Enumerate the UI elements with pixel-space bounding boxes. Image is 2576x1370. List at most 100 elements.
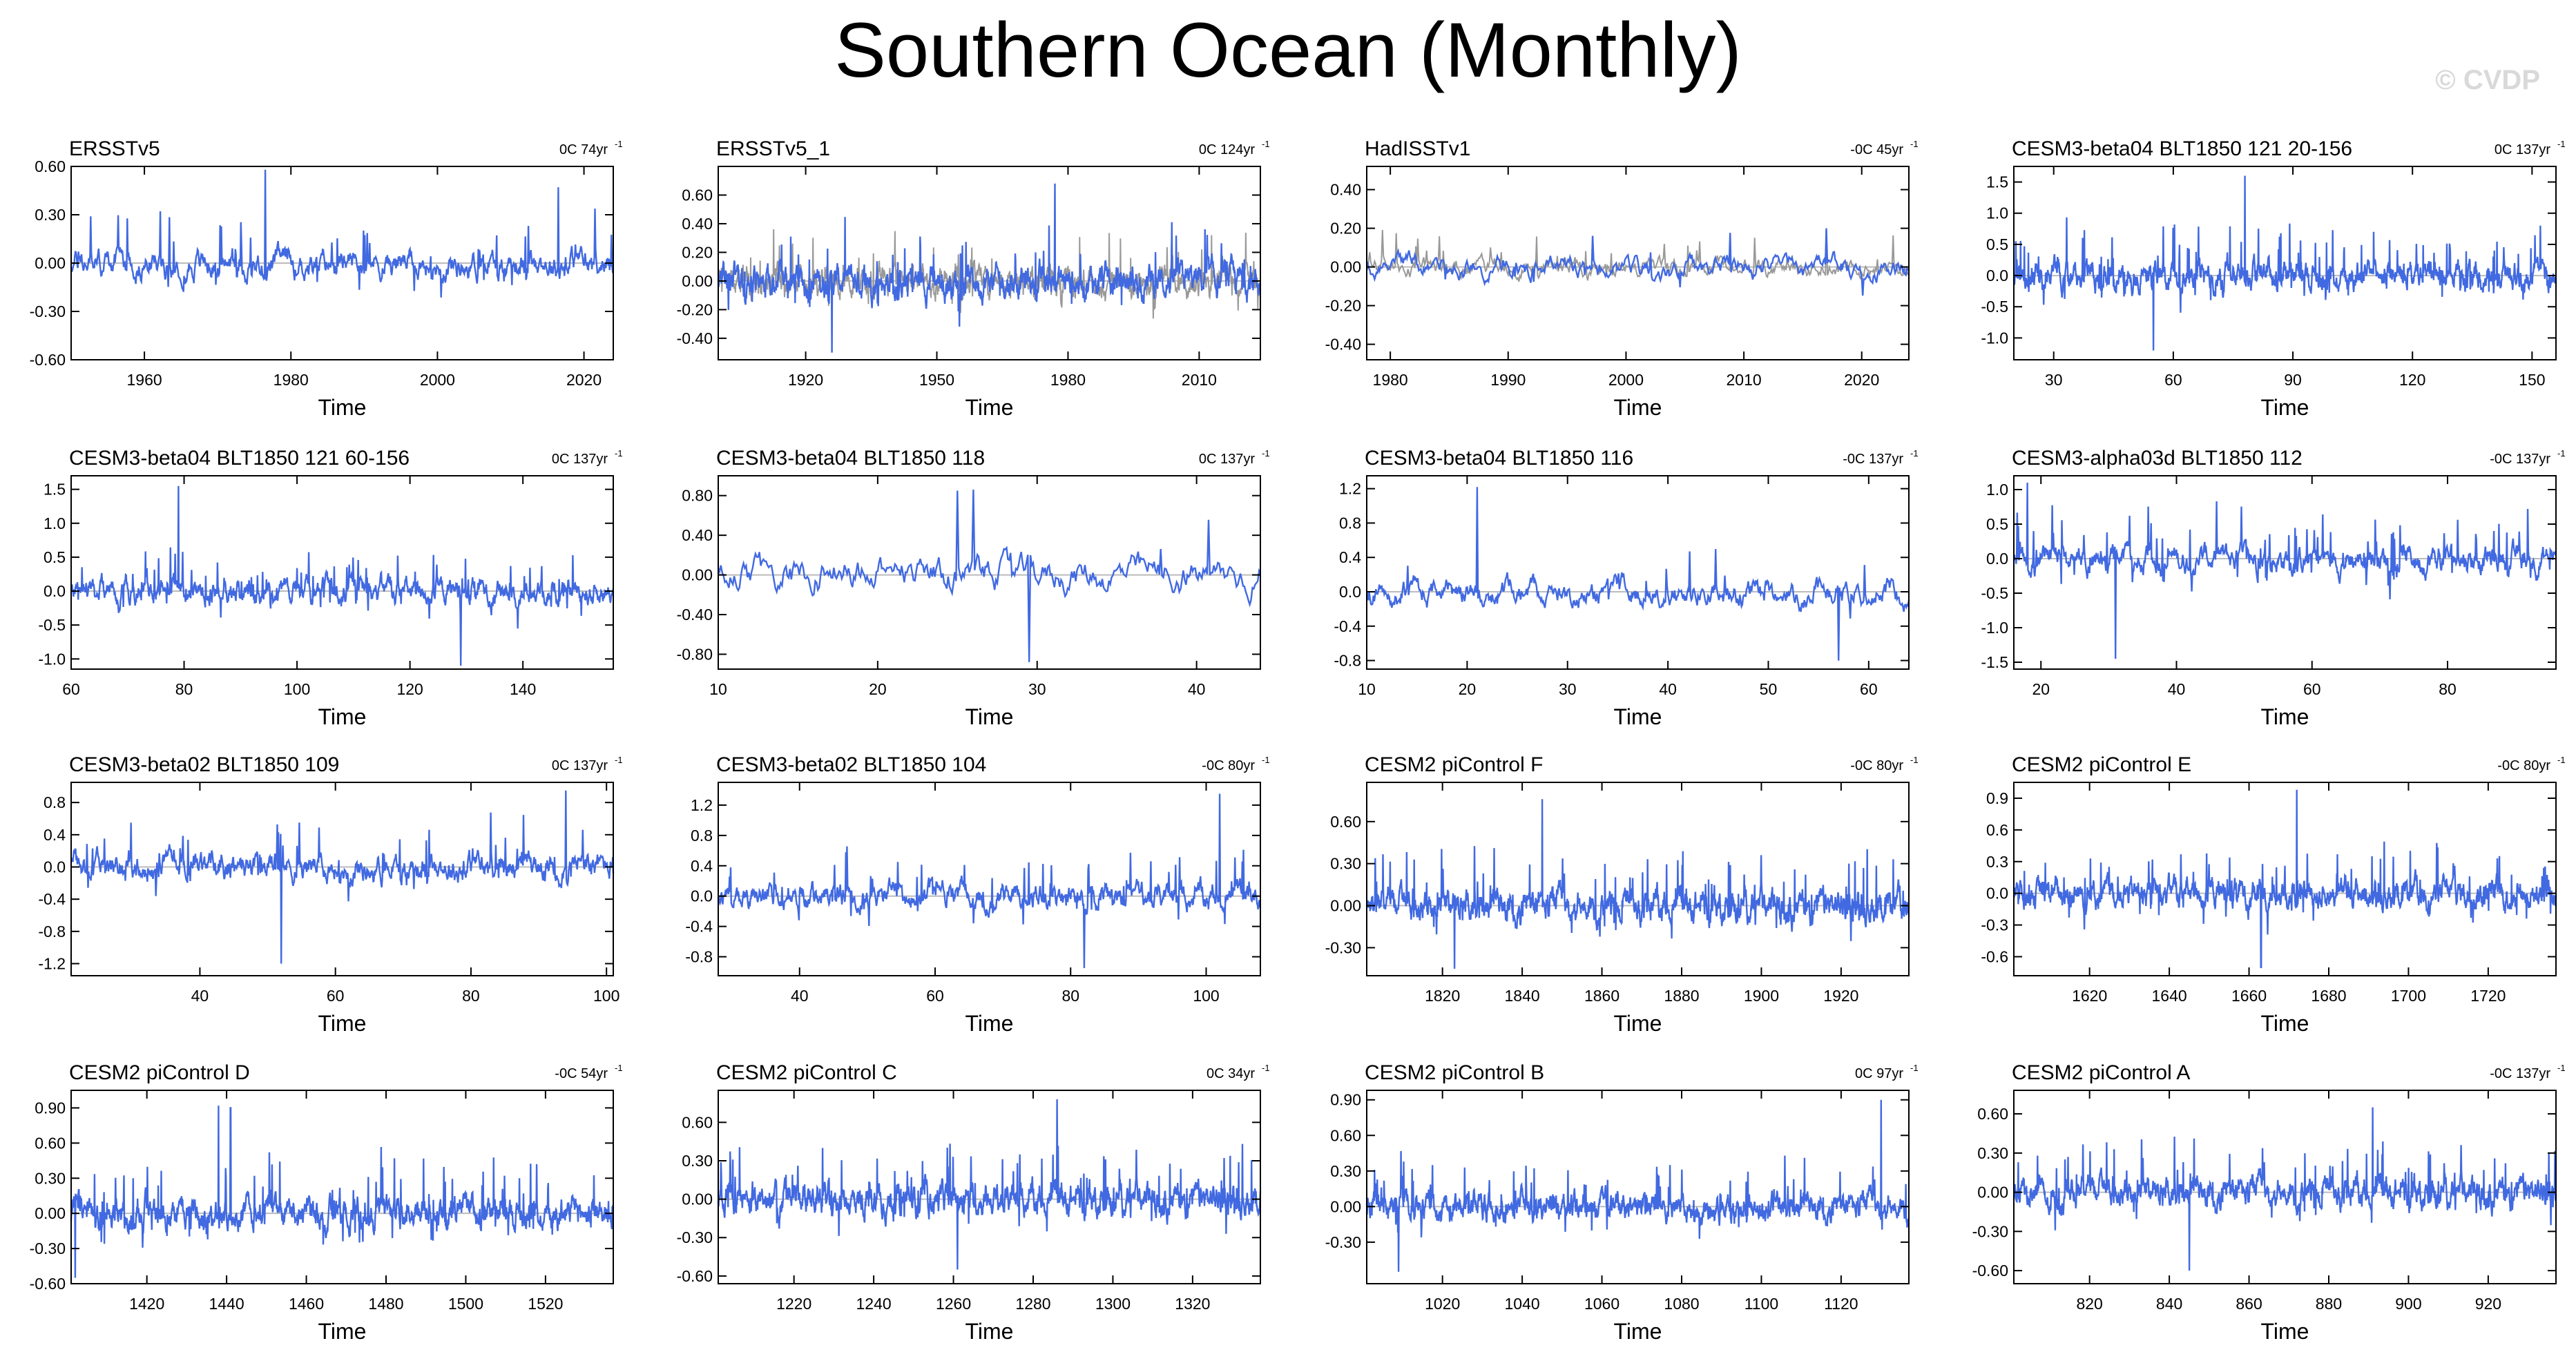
chart-panel: CESM3-beta02 BLT1850 104 -0C 80yr -1 1.2 0.8… — [685, 753, 1269, 1036]
y-tick-label: -1.2 — [38, 955, 66, 973]
x-tick-label: 120 — [2399, 371, 2425, 389]
y-tick-label: 0.5 — [44, 548, 66, 566]
x-tick-label: 60 — [2303, 680, 2321, 698]
y-tick-label: -0.4 — [685, 918, 713, 936]
x-tick-label: 2020 — [566, 371, 602, 389]
y-tick-label: -0.20 — [677, 300, 713, 318]
y-tick-label: 1.2 — [691, 796, 713, 814]
y-tick-label: 0.4 — [44, 826, 66, 844]
trend-exponent: -1 — [1262, 139, 1270, 149]
series-line — [70, 1106, 615, 1278]
plot-frame — [718, 475, 1261, 670]
x-tick-label: 1500 — [448, 1295, 483, 1313]
x-tick-label: 80 — [1061, 987, 1079, 1005]
y-tick-label: 0.30 — [35, 206, 66, 224]
panel-title: CESM3-beta04 BLT1850 118 — [716, 447, 985, 470]
trend-exponent: -1 — [1910, 139, 1919, 149]
x-tick-label: 1920 — [788, 371, 823, 389]
x-tick-label: 20 — [1459, 680, 1477, 698]
y-tick-label: -0.60 — [677, 1267, 713, 1285]
x-tick-label: 30 — [2045, 371, 2063, 389]
y-tick-label: 1.2 — [1339, 480, 1361, 498]
panel-trend: -0C 137yr — [1843, 452, 1903, 467]
y-tick-label: -0.4 — [1334, 617, 1361, 635]
x-tick-label: 90 — [2284, 371, 2302, 389]
panel-trend: 0C 97yr — [1855, 1066, 1903, 1081]
y-tick-label: -0.60 — [1972, 1262, 2008, 1280]
x-tick-label: 1840 — [1505, 987, 1540, 1005]
y-tick-label: -0.30 — [30, 302, 66, 320]
panel-title: CESM2 piControl F — [1365, 753, 1543, 776]
y-tick-label: 1.5 — [44, 481, 66, 499]
series-line — [70, 485, 615, 666]
panel-title: CESM2 piControl A — [2012, 1061, 2190, 1084]
plot-frame — [70, 1090, 614, 1284]
series-line — [2012, 482, 2557, 659]
series-line-obs — [1366, 228, 1910, 282]
trend-exponent: -1 — [615, 755, 623, 765]
y-tick-label: -0.80 — [677, 645, 713, 663]
x-tick-label: 1980 — [273, 371, 309, 389]
x-tick-label: 1440 — [209, 1295, 244, 1313]
x-tick-label: 1100 — [1744, 1295, 1778, 1313]
x-tick-label: 1260 — [936, 1295, 971, 1313]
panel-title: HadISSTv1 — [1365, 137, 1470, 160]
trend-exponent: -1 — [1262, 448, 1270, 459]
plot-frame — [70, 782, 614, 976]
y-tick-label: -0.3 — [1981, 916, 2008, 934]
y-tick-label: 0.00 — [1330, 1197, 1361, 1215]
panel-title: CESM2 piControl C — [716, 1061, 897, 1084]
x-tick-label: 20 — [869, 680, 887, 698]
x-tick-label: 40 — [1659, 680, 1677, 698]
y-tick-label: -0.8 — [38, 923, 66, 940]
y-tick-label: 0.20 — [1330, 220, 1361, 238]
series-line — [70, 169, 614, 298]
x-tick-label: 1960 — [126, 371, 162, 389]
y-tick-label: -1.0 — [1981, 329, 2008, 347]
plot-frame — [718, 166, 1261, 360]
x-tick-label: 30 — [1028, 680, 1046, 698]
x-tick-label: 40 — [1188, 680, 1206, 698]
x-axis-label: Time — [2261, 1011, 2309, 1036]
x-tick-label: 80 — [2439, 680, 2457, 698]
plot-frame — [2013, 1090, 2557, 1284]
panel-title: CESM2 piControl B — [1365, 1061, 1544, 1084]
y-tick-label: 0.30 — [1977, 1144, 2008, 1162]
y-tick-label: -0.30 — [1972, 1222, 2008, 1240]
plot-frame — [1366, 1090, 1910, 1284]
x-tick-label: 1820 — [1425, 987, 1460, 1005]
x-tick-label: 1880 — [1664, 987, 1699, 1005]
trend-exponent: -1 — [1910, 1063, 1919, 1073]
panel-title: CESM3-beta04 BLT1850 121 60-156 — [69, 447, 410, 470]
x-tick-label: 2010 — [1182, 371, 1217, 389]
series-line — [2012, 789, 2557, 968]
chart-panel: CESM3-alpha03d BLT1850 112 -0C 137yr -1 1.0… — [1981, 447, 2565, 729]
x-tick-label: 1460 — [289, 1295, 324, 1313]
trend-exponent: -1 — [2557, 1063, 2566, 1073]
y-tick-label: 0.60 — [682, 186, 713, 204]
chart-panel: ERSSTv5 0C 74yr -1 0.60 0.30 0.00 -0.30 -0.60 19… — [30, 137, 623, 420]
y-tick-label: 0.40 — [1330, 181, 1361, 199]
chart-panel: CESM3-beta04 BLT1850 118 0C 137yr -1 0.80 0.… — [677, 447, 1270, 729]
y-tick-label: 0.30 — [1330, 1162, 1361, 1180]
y-tick-label: 0.8 — [44, 793, 66, 811]
x-axis-label: Time — [318, 395, 367, 420]
trend-exponent: -1 — [2557, 755, 2566, 765]
panel-title: CESM3-beta02 BLT1850 104 — [716, 753, 986, 776]
trend-exponent: -1 — [1910, 755, 1919, 765]
y-tick-label: -0.5 — [1981, 584, 2008, 602]
trend-exponent: -1 — [1910, 448, 1919, 459]
y-tick-label: 0.30 — [1330, 855, 1361, 873]
y-tick-label: -0.30 — [1325, 1233, 1361, 1251]
page-title: Southern Ocean (Monthly) — [834, 7, 1742, 93]
series-line — [1365, 487, 1910, 661]
x-axis-label: Time — [965, 1011, 1014, 1036]
y-tick-label: -0.6 — [1981, 947, 2008, 965]
y-tick-label: 0.3 — [1986, 853, 2008, 871]
x-axis-label: Time — [1614, 1319, 1662, 1344]
x-tick-label: 1520 — [528, 1295, 563, 1313]
panel-title: CESM3-beta04 BLT1850 121 20-156 — [2012, 137, 2352, 160]
x-tick-label: 1040 — [1505, 1295, 1540, 1313]
y-tick-label: 0.60 — [1977, 1105, 2008, 1123]
chart-panel: ERSSTv5_1 0C 124yr -1 0.60 0.40 0.20 0.00 -0.20… — [677, 137, 1270, 420]
